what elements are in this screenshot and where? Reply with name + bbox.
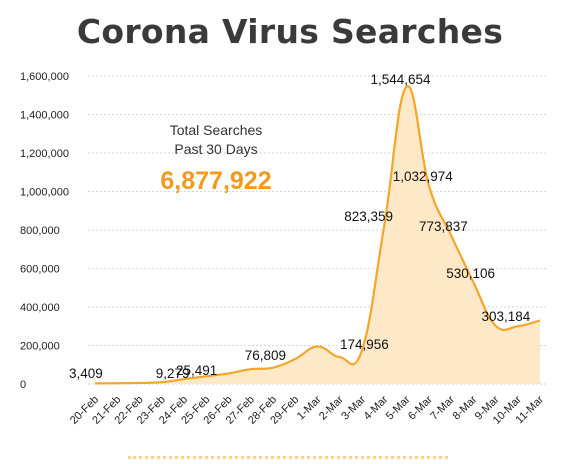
data-label: 530,106 (446, 266, 495, 281)
x-tick-label: 1-Mar (295, 393, 324, 422)
data-label: 25,491 (176, 363, 217, 378)
total-label-line2: Past 30 Days (174, 141, 258, 157)
y-tick-label: 1,000,000 (20, 187, 69, 199)
data-label: 303,184 (482, 309, 531, 324)
data-label: 773,837 (419, 219, 468, 234)
x-tick-label: 3-Mar (339, 393, 368, 422)
y-tick-label: 200,000 (20, 341, 60, 353)
legend-hint (128, 456, 448, 464)
data-label: 9,279 (156, 366, 190, 381)
y-tick-label: 800,000 (20, 225, 60, 237)
x-tick-label: 8-Mar (451, 393, 480, 422)
y-tick-label: 0 (20, 379, 26, 391)
y-tick-label: 400,000 (20, 302, 60, 314)
x-tick-label: 7-Mar (428, 393, 457, 422)
x-tick-label: 2-Mar (317, 393, 346, 422)
area-fill (95, 86, 540, 385)
data-label: 823,359 (344, 209, 393, 224)
x-tick-label: 5-Mar (384, 393, 413, 422)
y-tick-label: 600,000 (20, 264, 60, 276)
y-tick-label: 1,600,000 (20, 71, 69, 83)
data-label: 76,809 (245, 348, 286, 363)
total-searches-panel: Total Searches Past 30 Days 6,877,922 (136, 121, 296, 196)
data-label: 174,956 (340, 337, 389, 352)
x-tick-label: 4-Mar (362, 393, 391, 422)
x-axis-ticks: 20-Feb21-Feb22-Feb23-Feb24-Feb25-Feb26-F… (68, 393, 546, 426)
data-label: 1,032,974 (393, 169, 454, 184)
total-searches-label: Total Searches Past 30 Days (136, 121, 296, 159)
data-label: 1,544,654 (371, 72, 432, 87)
y-axis-ticks: 0 200,000 400,000 600,000 800,000 1,000,000 1,… (20, 71, 69, 391)
x-tick-label: 6-Mar (406, 393, 435, 422)
series-line (94, 85, 541, 385)
y-tick-label: 1,400,000 (20, 110, 69, 122)
chart-title: Corona Virus Searches (76, 12, 504, 51)
data-label: 3,409 (69, 366, 103, 381)
total-label-line1: Total Searches (169, 122, 263, 138)
y-tick-label: 1,200,000 (20, 148, 69, 160)
total-searches-value: 6,877,922 (160, 167, 272, 195)
